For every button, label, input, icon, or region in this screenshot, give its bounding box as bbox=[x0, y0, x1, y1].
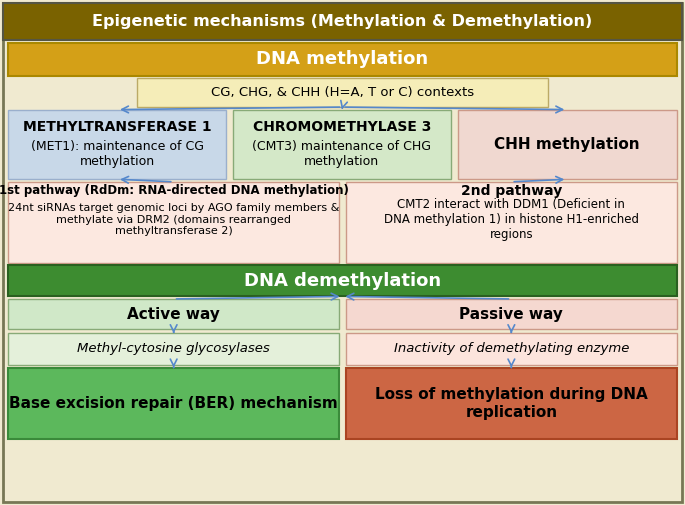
Text: Epigenetic mechanisms (Methylation & Demethylation): Epigenetic mechanisms (Methylation & Dem… bbox=[92, 14, 593, 29]
Text: CMT2 interact with DDM1 (Deficient in
DNA methylation 1) in histone H1-enriched
: CMT2 interact with DDM1 (Deficient in DN… bbox=[384, 198, 639, 241]
Text: Base excision repair (BER) mechanism: Base excision repair (BER) mechanism bbox=[10, 396, 338, 411]
Text: Inactivity of demethylating enzyme: Inactivity of demethylating enzyme bbox=[394, 342, 629, 356]
FancyBboxPatch shape bbox=[3, 3, 682, 40]
FancyBboxPatch shape bbox=[346, 368, 677, 439]
Text: 24nt siRNAs target genomic loci by AGO family members &
methylate via DRM2 (doma: 24nt siRNAs target genomic loci by AGO f… bbox=[8, 203, 339, 236]
FancyBboxPatch shape bbox=[8, 110, 226, 179]
FancyBboxPatch shape bbox=[137, 78, 548, 107]
FancyBboxPatch shape bbox=[8, 43, 677, 76]
FancyBboxPatch shape bbox=[233, 110, 451, 179]
FancyBboxPatch shape bbox=[458, 110, 677, 179]
Text: Active way: Active way bbox=[127, 307, 220, 322]
Text: Loss of methylation during DNA
replication: Loss of methylation during DNA replicati… bbox=[375, 387, 648, 420]
FancyBboxPatch shape bbox=[8, 299, 339, 329]
FancyBboxPatch shape bbox=[8, 265, 677, 296]
Text: 1st pathway (RdDm: RNA-directed DNA methylation): 1st pathway (RdDm: RNA-directed DNA meth… bbox=[0, 184, 349, 197]
Text: (MET1): maintenance of CG
methylation: (MET1): maintenance of CG methylation bbox=[31, 140, 203, 168]
FancyBboxPatch shape bbox=[346, 182, 677, 263]
Text: CHH methylation: CHH methylation bbox=[495, 137, 640, 152]
Text: Methyl-cytosine glycosylases: Methyl-cytosine glycosylases bbox=[77, 342, 270, 356]
Text: METHYLTRANSFERASE 1: METHYLTRANSFERASE 1 bbox=[23, 120, 212, 134]
FancyBboxPatch shape bbox=[346, 299, 677, 329]
Text: DNA demethylation: DNA demethylation bbox=[244, 272, 441, 290]
Text: Passive way: Passive way bbox=[460, 307, 563, 322]
FancyBboxPatch shape bbox=[8, 368, 339, 439]
Text: 2nd pathway: 2nd pathway bbox=[461, 184, 562, 198]
FancyBboxPatch shape bbox=[3, 3, 682, 502]
Text: CHROMOMETHYLASE 3: CHROMOMETHYLASE 3 bbox=[253, 120, 431, 134]
Text: (CMT3) maintenance of CHG
methylation: (CMT3) maintenance of CHG methylation bbox=[252, 140, 432, 168]
Text: DNA methylation: DNA methylation bbox=[256, 50, 429, 68]
FancyBboxPatch shape bbox=[8, 182, 339, 263]
FancyBboxPatch shape bbox=[8, 333, 339, 365]
FancyBboxPatch shape bbox=[346, 333, 677, 365]
Text: CG, CHG, & CHH (H=A, T or C) contexts: CG, CHG, & CHH (H=A, T or C) contexts bbox=[211, 86, 474, 99]
